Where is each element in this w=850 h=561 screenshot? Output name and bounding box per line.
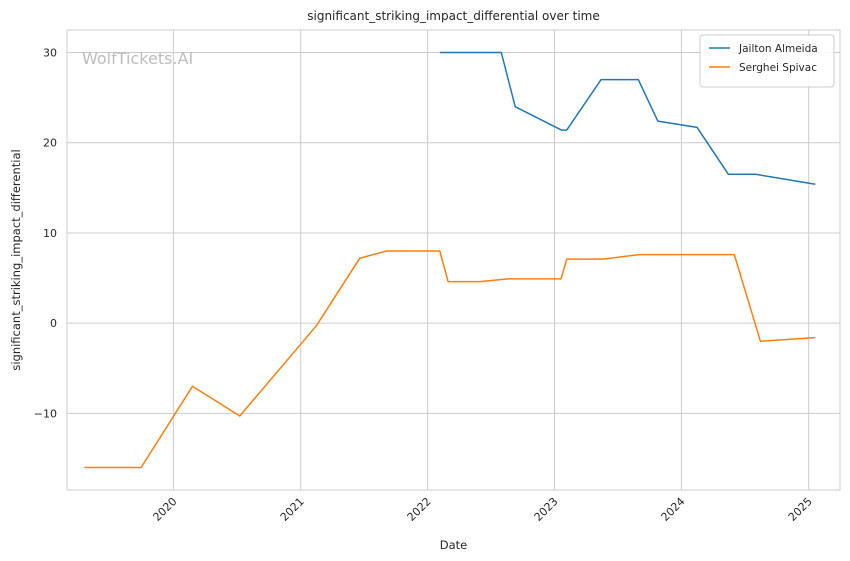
y-tick-label: 0 <box>50 317 57 330</box>
legend: Jailton Almeida Serghei Spivac <box>699 34 835 88</box>
watermark: WolfTickets.AI <box>82 49 193 68</box>
series-line-jailton-almeida <box>439 51 816 185</box>
grid <box>67 30 840 490</box>
x-axis-title: Date <box>440 538 468 552</box>
x-tick-label: 2023 <box>532 495 561 524</box>
x-tick-label: 2021 <box>278 495 307 524</box>
y-tick-label: 20 <box>43 137 57 150</box>
series-line-serghei-spivac <box>84 250 816 469</box>
y-tick-label: 30 <box>43 47 57 60</box>
y-tick-label: −10 <box>34 407 57 420</box>
x-tick-label: 2020 <box>151 495 180 524</box>
chart-title: significant_striking_impact_differential… <box>307 9 599 23</box>
series-lines <box>84 51 816 469</box>
legend-label: Serghei Spivac <box>739 62 817 74</box>
legend-box <box>699 34 835 88</box>
x-tick-label: 2025 <box>786 495 815 524</box>
y-tick-label: 10 <box>43 227 57 240</box>
x-tick-label: 2024 <box>659 495 688 524</box>
plot-frame <box>66 29 841 491</box>
y-axis-title: significant_striking_impact_differential <box>9 149 23 370</box>
x-tick-label: 2022 <box>405 495 434 524</box>
legend-label: Jailton Almeida <box>738 43 818 55</box>
